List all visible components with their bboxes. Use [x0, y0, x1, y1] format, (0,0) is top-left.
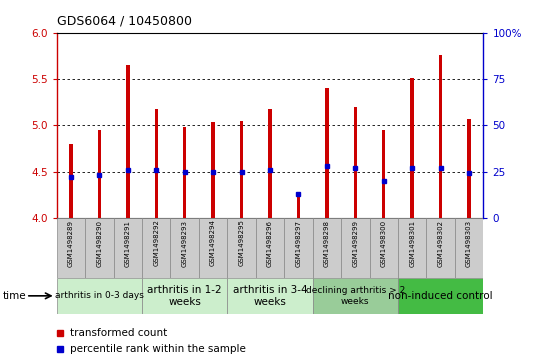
Bar: [69, 144, 72, 218]
Bar: [427, 218, 455, 278]
Bar: [57, 218, 85, 278]
Text: GSM1498289: GSM1498289: [68, 220, 74, 266]
Bar: [369, 218, 398, 278]
Bar: [85, 218, 113, 278]
Bar: [382, 130, 386, 218]
Bar: [142, 278, 227, 314]
Bar: [98, 130, 101, 218]
Text: GSM1498294: GSM1498294: [210, 220, 216, 266]
Bar: [284, 218, 313, 278]
Bar: [199, 218, 227, 278]
Text: GSM1498292: GSM1498292: [153, 220, 159, 266]
Bar: [455, 218, 483, 278]
Text: GSM1498293: GSM1498293: [181, 220, 188, 266]
Text: GSM1498300: GSM1498300: [381, 220, 387, 267]
Bar: [57, 278, 142, 314]
Bar: [398, 278, 483, 314]
Bar: [126, 65, 130, 218]
Bar: [468, 119, 471, 218]
Text: GSM1498290: GSM1498290: [96, 220, 103, 266]
Bar: [313, 278, 398, 314]
Text: transformed count: transformed count: [70, 328, 167, 338]
Bar: [313, 218, 341, 278]
Text: GDS6064 / 10450800: GDS6064 / 10450800: [57, 15, 192, 28]
Text: GSM1498298: GSM1498298: [324, 220, 330, 266]
Bar: [113, 218, 142, 278]
Text: GSM1498299: GSM1498299: [352, 220, 359, 266]
Text: arthritis in 0-3 days: arthritis in 0-3 days: [55, 291, 144, 300]
Text: GSM1498295: GSM1498295: [239, 220, 245, 266]
Bar: [354, 107, 357, 218]
Bar: [227, 218, 256, 278]
Text: GSM1498301: GSM1498301: [409, 220, 415, 267]
Text: arthritis in 1-2
weeks: arthritis in 1-2 weeks: [147, 285, 222, 307]
Bar: [227, 278, 313, 314]
Bar: [240, 121, 243, 218]
Bar: [341, 218, 369, 278]
Bar: [439, 55, 442, 218]
Bar: [256, 218, 284, 278]
Bar: [212, 122, 215, 218]
Bar: [325, 88, 328, 218]
Text: non-induced control: non-induced control: [388, 291, 493, 301]
Bar: [154, 110, 158, 218]
Text: GSM1498302: GSM1498302: [437, 220, 444, 266]
Text: declining arthritis > 2
weeks: declining arthritis > 2 weeks: [306, 286, 405, 306]
Text: arthritis in 3-4
weeks: arthritis in 3-4 weeks: [233, 285, 307, 307]
Text: percentile rank within the sample: percentile rank within the sample: [70, 344, 246, 354]
Bar: [268, 110, 272, 218]
Text: GSM1498291: GSM1498291: [125, 220, 131, 266]
Bar: [410, 78, 414, 218]
Bar: [171, 218, 199, 278]
Text: time: time: [3, 291, 26, 301]
Bar: [183, 127, 186, 218]
Text: GSM1498303: GSM1498303: [466, 220, 472, 267]
Text: GSM1498296: GSM1498296: [267, 220, 273, 266]
Text: GSM1498297: GSM1498297: [295, 220, 301, 266]
Bar: [297, 195, 300, 218]
Bar: [398, 218, 427, 278]
Bar: [142, 218, 171, 278]
